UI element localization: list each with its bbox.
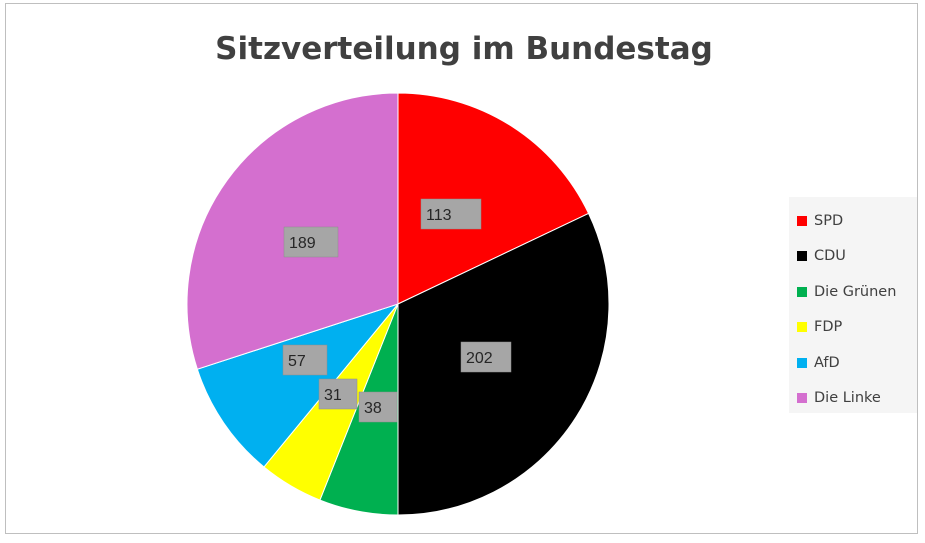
data-label-fdp: 31: [318, 378, 358, 410]
data-label-value: 31: [324, 387, 342, 404]
data-label-box: [318, 378, 358, 410]
legend-swatch: [797, 393, 807, 404]
legend: SPD CDU Die Grünen FDP AfD Die Linke: [789, 197, 917, 413]
data-label-value: 57: [288, 353, 306, 370]
legend-swatch: [797, 215, 807, 226]
legend-item[interactable]: AfD: [789, 345, 917, 381]
legend-item[interactable]: FDP: [789, 310, 917, 346]
legend-item[interactable]: Die Linke: [789, 381, 917, 417]
data-label-box: [282, 344, 328, 376]
legend-label: SPD: [814, 212, 844, 229]
data-label-afd: 57: [282, 344, 328, 376]
legend-label: AfD: [814, 354, 840, 371]
data-labels: 113 202 38 31 57 189: [282, 198, 512, 423]
pie-chart: Sitzverteilung im Bundestag 113 202 38 31 57…: [186, 31, 713, 516]
legend-label: CDU: [814, 248, 846, 265]
data-label-box: [283, 226, 339, 258]
pie-slice-afd[interactable]: [196, 302, 400, 468]
chart-area: Sitzverteilung im Bundestag 113 202 38 31 57…: [5, 3, 918, 534]
data-label-value: 38: [364, 400, 382, 417]
data-label-box: [358, 391, 398, 423]
pie-slices: [186, 92, 610, 516]
legend-label: FDP: [814, 319, 843, 336]
pie-slice-spd[interactable]: [397, 92, 590, 305]
data-label-value: 189: [289, 235, 316, 252]
chart-title: Sitzverteilung im Bundestag: [215, 31, 713, 67]
legend-item[interactable]: SPD: [789, 203, 917, 239]
legend-swatch: [797, 357, 807, 368]
legend-item[interactable]: CDU: [789, 239, 917, 275]
legend-item[interactable]: Die Grünen: [789, 274, 917, 310]
data-label-box: [460, 341, 512, 373]
legend-swatch: [797, 251, 807, 262]
data-label-spd: 113: [420, 198, 482, 230]
legend-swatch: [797, 322, 807, 333]
data-label-value: 113: [426, 207, 452, 224]
legend-swatch: [797, 286, 807, 297]
data-label-cdu: 202: [460, 341, 512, 373]
legend-label: Die Linke: [814, 390, 881, 407]
data-label-box: [420, 198, 482, 230]
data-label-die-linke: 189: [283, 226, 339, 258]
legend-label: Die Grünen: [814, 283, 897, 300]
data-label-value: 202: [466, 350, 493, 367]
data-label-die-gr-nen: 38: [358, 391, 398, 423]
